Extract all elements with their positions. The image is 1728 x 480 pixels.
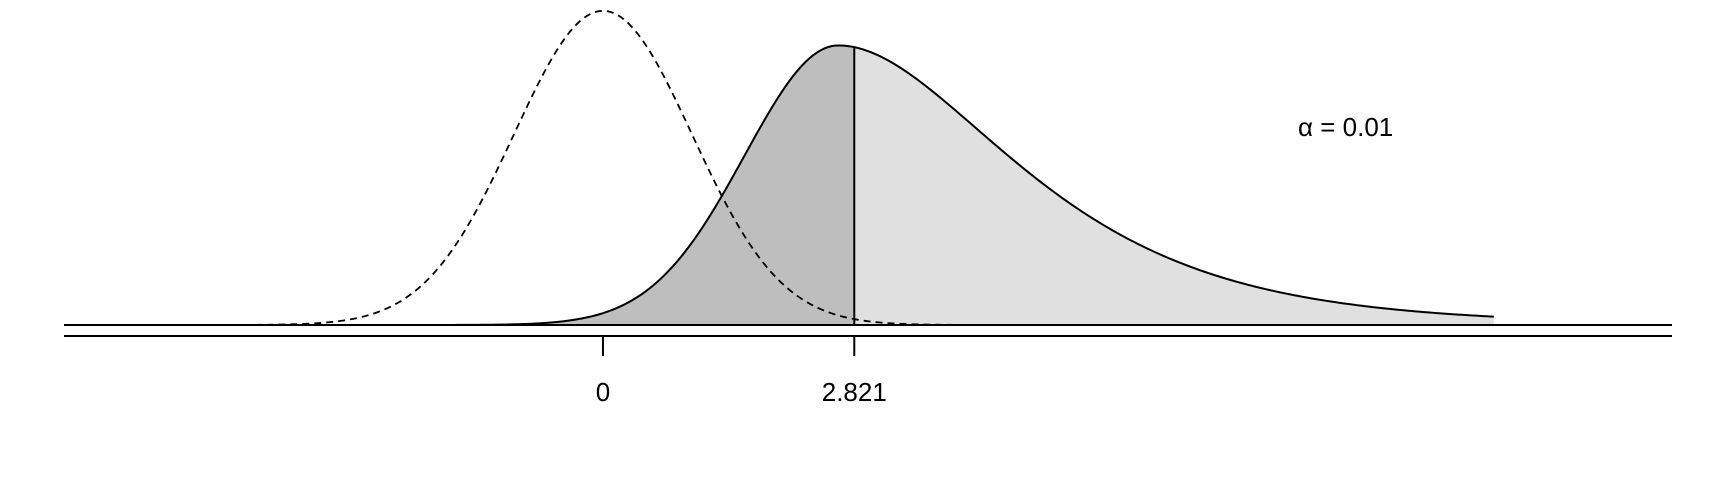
power-region bbox=[854, 47, 1494, 325]
x-tick-label: 0 bbox=[596, 377, 610, 407]
alpha-annotation: α = 0.01 bbox=[1298, 112, 1393, 142]
beta-region bbox=[246, 45, 855, 325]
alternative-distribution-curve bbox=[424, 44, 1494, 326]
x-axis-ticks: 0 2.821 bbox=[596, 336, 887, 407]
x-tick-label: 2.821 bbox=[822, 377, 887, 407]
